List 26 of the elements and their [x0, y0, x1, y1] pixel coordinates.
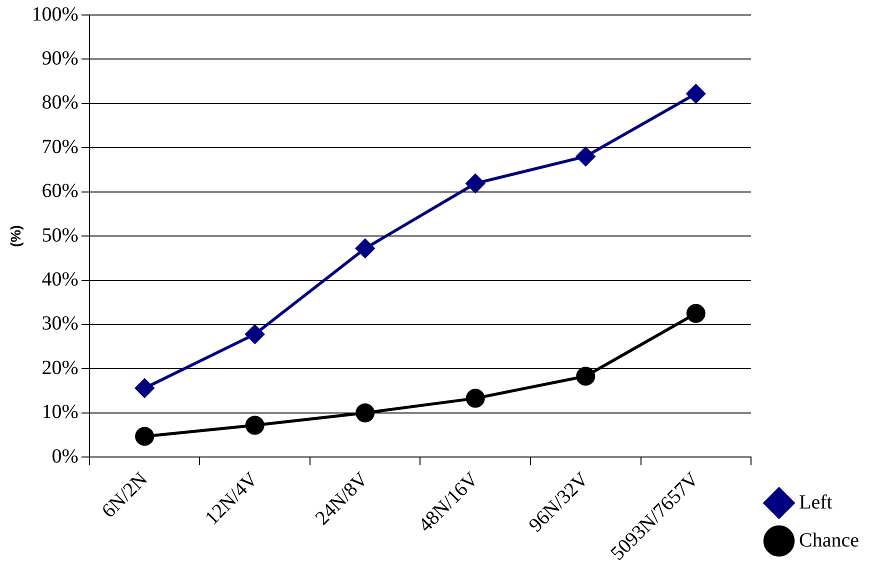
point: [356, 238, 375, 258]
point: [466, 388, 485, 408]
y-tick-label: 70%: [42, 136, 78, 158]
y-tick-label: 20%: [42, 356, 78, 379]
y-tick-label: 10%: [42, 401, 78, 424]
y-tick-label: 0%: [52, 445, 78, 468]
point: [356, 403, 375, 422]
y-tick-label: 80%: [42, 92, 78, 114]
point: [135, 426, 154, 446]
legend-label: Left: [799, 491, 833, 514]
y-tick-label: 40%: [42, 268, 78, 291]
legend-label: Chance: [799, 529, 860, 552]
y-tick-label: 90%: [42, 47, 78, 70]
point: [245, 416, 264, 435]
y-axis-title: (%): [7, 225, 24, 247]
y-tick-label: 100%: [32, 3, 78, 26]
point: [576, 146, 596, 166]
y-tick-label: 60%: [42, 180, 78, 202]
point: [466, 174, 485, 193]
point: [686, 304, 706, 323]
point: [576, 366, 596, 386]
point: [686, 84, 706, 104]
point: [245, 324, 264, 344]
y-tick-label: 30%: [42, 312, 78, 335]
point: [135, 378, 154, 398]
y-tick-label: 50%: [42, 224, 78, 246]
